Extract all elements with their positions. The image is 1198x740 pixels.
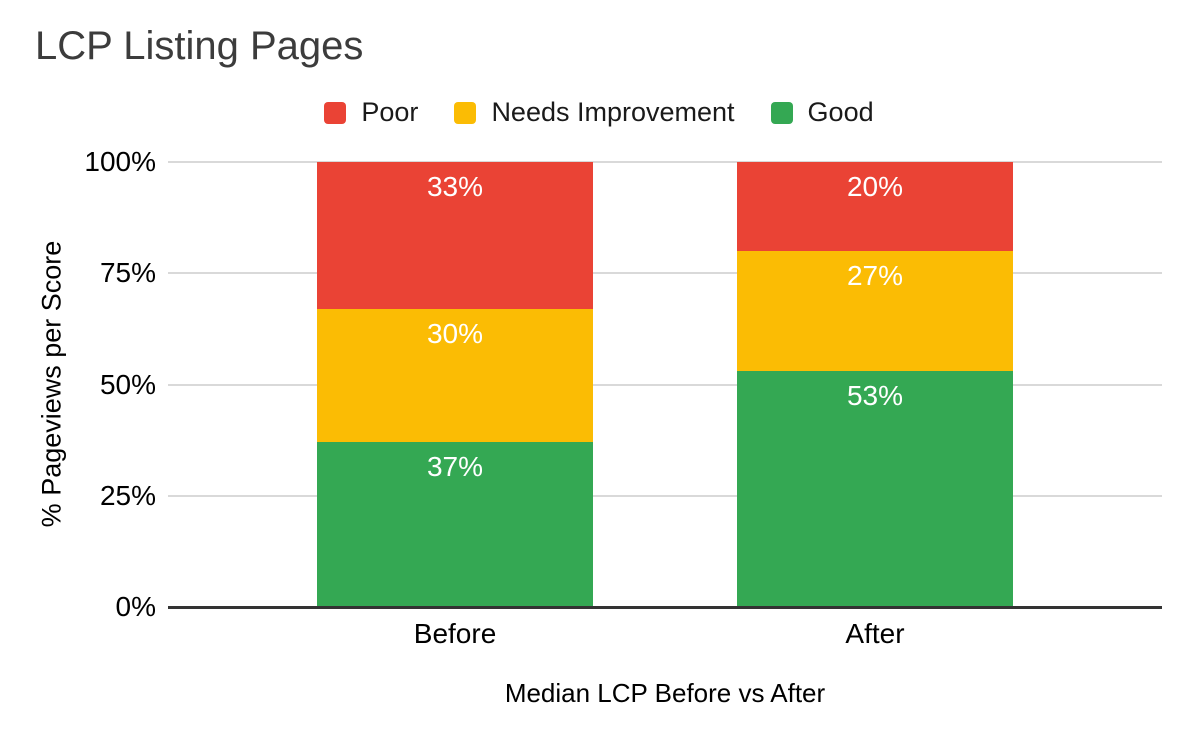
chart-title: LCP Listing Pages xyxy=(35,24,364,68)
segment-good-after: 53% xyxy=(737,371,1013,607)
y-tick-label: 75% xyxy=(99,257,156,289)
segment-poor-after: 20% xyxy=(737,162,1013,251)
data-label: 37% xyxy=(426,451,484,483)
data-label: 20% xyxy=(846,171,903,202)
stacked-bar-before: 33% 30% 37% xyxy=(317,162,593,607)
legend-item-poor: Poor xyxy=(324,97,418,128)
plot-area: 33% 30% 37% 20% 27% 53% xyxy=(168,161,1162,609)
legend: Poor Needs Improvement Good xyxy=(0,97,1198,128)
legend-item-good: Good xyxy=(770,97,874,128)
legend-swatch-icon xyxy=(770,101,793,124)
legend-label: Needs Improvement xyxy=(491,97,735,127)
gridline xyxy=(168,494,1162,497)
x-axis-line xyxy=(168,605,1162,609)
stacked-bar-after: 20% 27% 53% xyxy=(737,162,1013,607)
segment-good-before: 37% xyxy=(317,442,593,607)
legend-label: Poor xyxy=(361,97,419,127)
y-tick-label: 25% xyxy=(99,479,156,511)
legend-label: Good xyxy=(807,97,874,127)
segment-poor-before: 33% xyxy=(317,162,593,309)
x-tick-label-after: After xyxy=(845,618,905,649)
gridline xyxy=(168,161,1162,163)
data-label: 30% xyxy=(426,317,484,349)
gridline xyxy=(168,272,1162,275)
y-tick-label: 50% xyxy=(99,368,156,400)
data-label: 27% xyxy=(846,260,903,291)
x-axis-title: Median LCP Before vs After xyxy=(504,678,826,708)
data-label: 53% xyxy=(846,380,903,412)
data-label: 33% xyxy=(426,171,484,202)
legend-swatch-icon xyxy=(454,101,477,124)
x-tick-label-before: Before xyxy=(413,618,497,649)
segment-needs-improvement-before: 30% xyxy=(317,308,593,443)
gridline xyxy=(168,383,1162,386)
y-tick-label: 100% xyxy=(84,146,156,177)
legend-swatch-icon xyxy=(324,101,347,124)
legend-item-needs-improvement: Needs Improvement xyxy=(454,97,735,128)
y-tick-label: 0% xyxy=(115,591,156,622)
segment-needs-improvement-after: 27% xyxy=(737,251,1013,372)
